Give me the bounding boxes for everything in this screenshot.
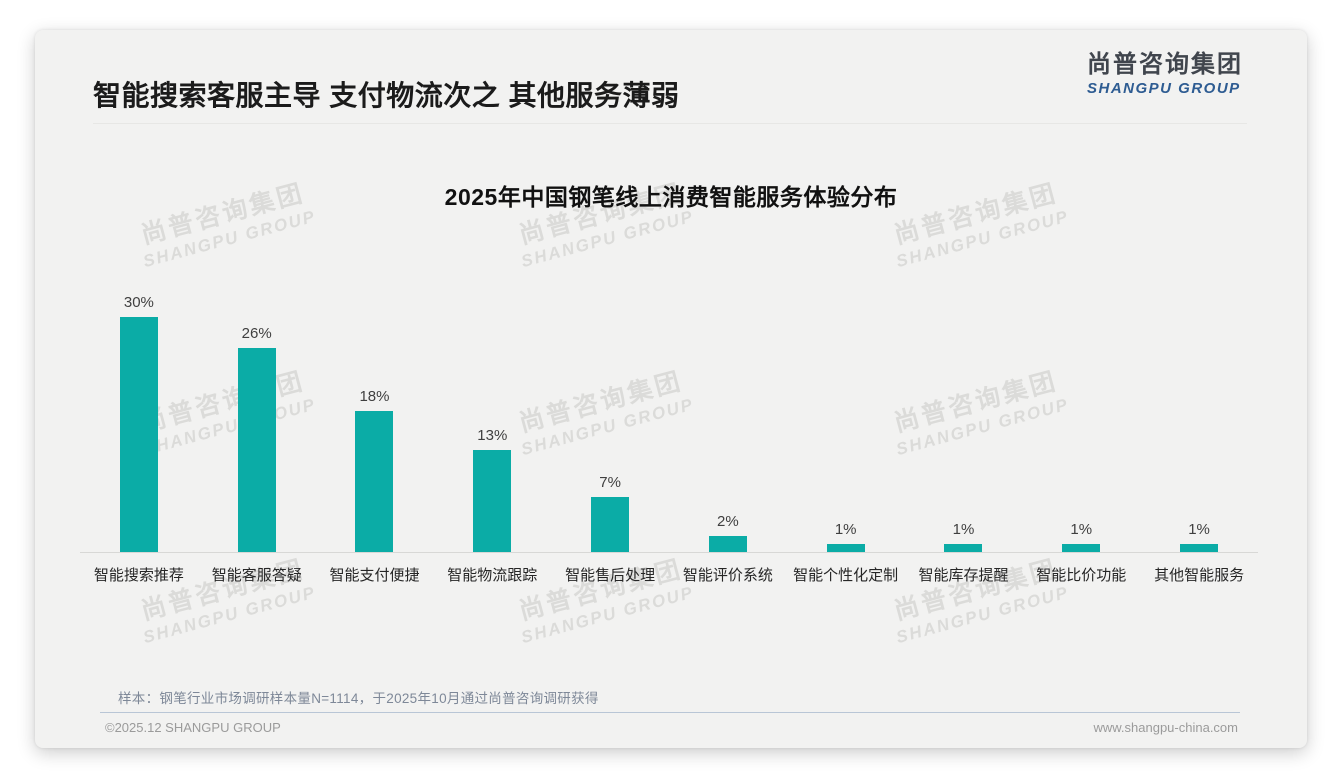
- bar-column: 1%: [787, 521, 905, 552]
- watermark-text-cn: 尚普咨询集团: [138, 555, 308, 626]
- bar-column: 26%: [198, 325, 316, 552]
- watermark-text-cn: 尚普咨询集团: [891, 555, 1061, 626]
- bar-value-label: 2%: [717, 513, 739, 531]
- chart-title: 2025年中国钢笔线上消费智能服务体验分布: [444, 184, 898, 210]
- x-axis-label: 智能库存提醒: [918, 567, 1009, 584]
- x-axis-label: 智能售后处理: [565, 567, 656, 584]
- bar-column: 13%: [433, 427, 551, 552]
- bar-value-label: 13%: [477, 427, 508, 445]
- watermark-text-en: SHANGPU GROUP: [894, 582, 1071, 648]
- chart-xlabels: 智能搜索推荐 智能客服答疑 智能支付便捷 智能物流跟踪 智能售后处理 智能评价系统 智能个性…: [80, 564, 1258, 585]
- x-axis-label: 智能评价系统: [682, 567, 773, 584]
- watermark-text-en: SHANGPU GROUP: [894, 206, 1071, 272]
- x-axis-label: 智能个性化定制: [793, 567, 899, 584]
- footer-divider: [100, 712, 1240, 713]
- bar-value-label: 7%: [599, 474, 621, 492]
- chart-plot: 30% 26% 18% 13% 7% 2% 1% 1% 1% 1%: [80, 273, 1258, 553]
- watermark-text-en: SHANGPU GROUP: [519, 206, 696, 272]
- bar: [473, 450, 512, 552]
- bar: [826, 544, 865, 552]
- bar-column: 1%: [1140, 521, 1258, 552]
- watermark-text-en: SHANGPU GROUP: [141, 582, 318, 648]
- bar: [1180, 544, 1219, 552]
- bar: [237, 348, 276, 552]
- copyright-text: ©2025.12 SHANGPU GROUP: [105, 720, 281, 735]
- bar: [355, 411, 394, 552]
- company-logo-en: SHANGPU GROUP: [1087, 80, 1241, 97]
- bar-column: 30%: [80, 294, 198, 552]
- bar-column: 2%: [669, 513, 787, 552]
- bar-column: 7%: [551, 474, 669, 552]
- x-axis-label: 智能物流跟踪: [447, 567, 538, 584]
- watermark: 尚普咨询集团 SHANGPU GROUP: [510, 548, 697, 648]
- bar: [1062, 544, 1101, 552]
- bar-value-label: 1%: [834, 521, 857, 539]
- slide-card: 尚普咨询集团 SHANGPU GROUP 尚普咨询集团 SHANGPU GROUP 尚普…: [35, 30, 1307, 748]
- bar-column: 1%: [1022, 521, 1140, 552]
- bar-value-label: 1%: [952, 521, 975, 539]
- bar-value-label: 30%: [123, 294, 154, 312]
- sample-footnote: 样本：钢笔行业市场调研样本量N=1114，于2025年10月通过尚普咨询调研获得: [118, 691, 599, 706]
- x-axis-label: 智能比价功能: [1036, 567, 1127, 584]
- bar-column: 1%: [905, 521, 1023, 552]
- bar: [591, 497, 630, 552]
- watermark: 尚普咨询集团 SHANGPU GROUP: [132, 548, 319, 648]
- website-url: www.shangpu-china.com: [1093, 720, 1238, 735]
- bar-value-label: 1%: [1188, 521, 1210, 539]
- title-divider: [93, 123, 1247, 124]
- x-axis-label: 其他智能服务: [1154, 567, 1245, 584]
- company-logo: 尚普咨询集团 SHANGPU GROUP: [1087, 50, 1243, 97]
- page-title: 智能搜索客服主导 支付物流次之 其他服务薄弱: [93, 80, 680, 111]
- bar-column: 18%: [316, 388, 434, 552]
- x-axis-label: 智能支付便捷: [329, 567, 420, 584]
- company-logo-cn: 尚普咨询集团: [1087, 51, 1243, 78]
- x-axis-label: 智能客服答疑: [211, 567, 302, 584]
- bar-value-label: 26%: [241, 325, 272, 343]
- bar-value-label: 18%: [359, 388, 390, 406]
- bar: [708, 536, 747, 552]
- bar-value-label: 1%: [1070, 521, 1093, 539]
- bar: [944, 544, 983, 552]
- watermark-text-en: SHANGPU GROUP: [141, 206, 318, 272]
- watermark-text-en: SHANGPU GROUP: [519, 582, 696, 648]
- x-axis-label: 智能搜索推荐: [93, 567, 184, 584]
- bar: [119, 317, 158, 552]
- watermark: 尚普咨询集团 SHANGPU GROUP: [885, 548, 1072, 648]
- watermark-text-cn: 尚普咨询集团: [516, 555, 686, 626]
